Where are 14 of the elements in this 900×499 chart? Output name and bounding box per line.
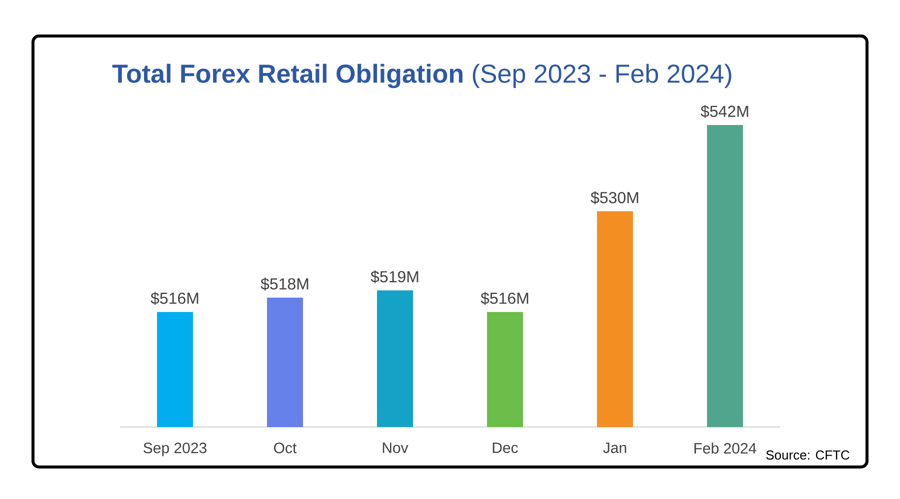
x-tick-label: Dec — [492, 442, 518, 454]
x-tick-label: Oct — [274, 442, 297, 454]
x-tick-label: Feb 2024 — [694, 442, 756, 454]
chart-title: Total Forex Retail Obligation (Sep 2023 - Feb 2024) — [112, 64, 732, 88]
data-label: $519M — [370, 270, 418, 284]
data-label: $518M — [260, 278, 308, 290]
x-tick-label: Jan — [603, 442, 626, 454]
data-label: $530M — [590, 191, 638, 204]
data-label: $516M — [480, 292, 528, 305]
x-tick-label: Nov — [382, 442, 408, 454]
source-note: Source: CFTC — [766, 450, 850, 460]
data-label: $542M — [700, 104, 748, 118]
data-label: $516M — [150, 292, 198, 305]
x-tick-label: Sep 2023 — [144, 442, 206, 456]
